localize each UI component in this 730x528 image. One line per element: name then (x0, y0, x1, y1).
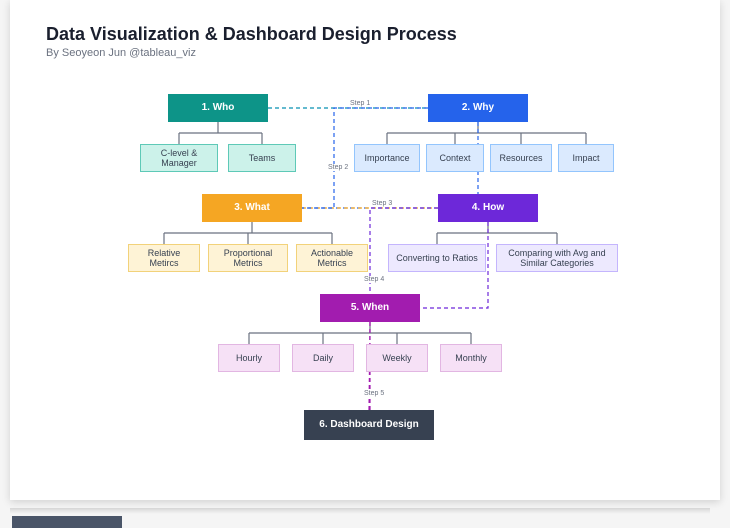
child-what-2: Actionable Metrics (296, 244, 368, 272)
page-shadow (10, 508, 710, 514)
header-when: 5. When (320, 294, 420, 322)
child-why-1-label: Context (439, 153, 470, 163)
child-what-0-label: Relative Metircs (133, 248, 195, 269)
child-how-1: Comparing with Avg and Similar Categorie… (496, 244, 618, 272)
child-how-0: Converting to Ratios (388, 244, 486, 272)
footer-tab (12, 516, 122, 528)
child-when-0-label: Hourly (236, 353, 262, 363)
child-why-1: Context (426, 144, 484, 172)
header-why-label: 2. Why (462, 102, 494, 114)
child-when-0: Hourly (218, 344, 280, 372)
header-why: 2. Why (428, 94, 528, 122)
child-why-3-label: Impact (572, 153, 599, 163)
child-when-1: Daily (292, 344, 354, 372)
child-how-0-label: Converting to Ratios (396, 253, 478, 263)
child-why-0-label: Importance (364, 153, 409, 163)
child-how-1-label: Comparing with Avg and Similar Categorie… (501, 248, 613, 269)
header-how-label: 4. How (472, 202, 504, 214)
final-node-label: 6. Dashboard Design (319, 419, 418, 431)
child-when-2-label: Weekly (382, 353, 411, 363)
child-when-3: Monthly (440, 344, 502, 372)
step-label-s3: Step 3 (370, 200, 394, 207)
node-layer: 1. Who C-level & Manager Teams 2. Why Import… (10, 0, 720, 500)
child-when-2: Weekly (366, 344, 428, 372)
child-what-2-label: Actionable Metrics (301, 248, 363, 269)
header-what: 3. What (202, 194, 302, 222)
diagram-page: Data Visualization & Dashboard Design Pr… (10, 0, 720, 500)
child-when-1-label: Daily (313, 353, 333, 363)
child-who-1: Teams (228, 144, 296, 172)
child-why-2: Resources (490, 144, 552, 172)
step-label-s4: Step 4 (362, 276, 386, 283)
child-when-3-label: Monthly (455, 353, 487, 363)
header-who-label: 1. Who (202, 102, 235, 114)
child-why-3: Impact (558, 144, 614, 172)
child-who-0-label: C-level & Manager (145, 148, 213, 169)
step-label-s5: Step 5 (362, 390, 386, 397)
child-what-0: Relative Metircs (128, 244, 200, 272)
child-why-2-label: Resources (499, 153, 542, 163)
child-who-1-label: Teams (249, 153, 276, 163)
child-who-0: C-level & Manager (140, 144, 218, 172)
child-what-1: Proportional Metrics (208, 244, 288, 272)
final-node: 6. Dashboard Design (304, 410, 434, 440)
child-what-1-label: Proportional Metrics (213, 248, 283, 269)
child-why-0: Importance (354, 144, 420, 172)
header-how: 4. How (438, 194, 538, 222)
header-who: 1. Who (168, 94, 268, 122)
header-what-label: 3. What (234, 202, 270, 214)
step-label-s1: Step 1 (348, 100, 372, 107)
step-label-s2: Step 2 (326, 164, 350, 171)
header-when-label: 5. When (351, 302, 389, 314)
